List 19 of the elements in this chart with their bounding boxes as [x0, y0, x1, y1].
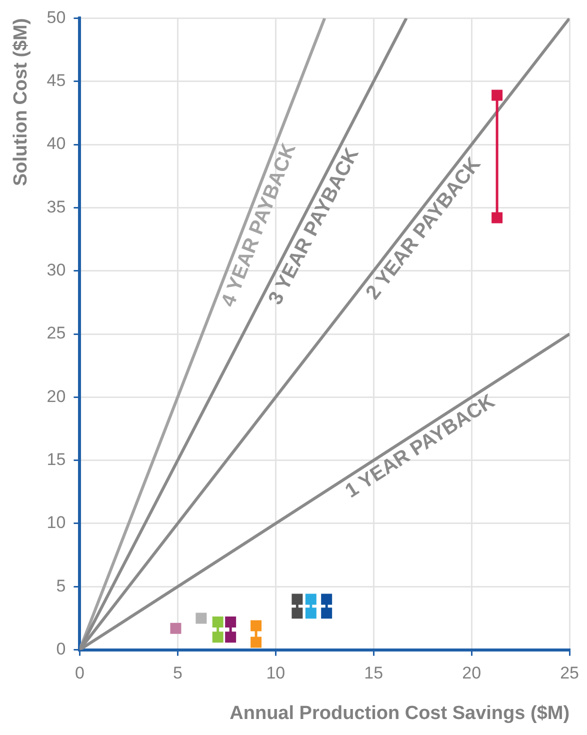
y-tick-label: 45	[46, 71, 66, 90]
x-axis-title: Annual Production Cost Savings ($M)	[230, 702, 570, 724]
y-tick-label: 20	[46, 386, 66, 406]
y-tick-label: 25	[46, 324, 66, 343]
y-tick-label: 35	[46, 197, 66, 216]
y-tick-label: 50	[46, 8, 66, 27]
y-tick-label: 5	[56, 576, 66, 596]
y-axis-title: Solution Cost ($M)	[10, 18, 32, 186]
x-tick-label: 10	[266, 664, 286, 683]
y-tick-label: 10	[46, 513, 66, 532]
y-tick-label: 0	[56, 639, 66, 658]
x-tick-label: 5	[172, 664, 182, 683]
x-tick-label: 20	[462, 664, 482, 683]
x-tick-label: 0	[74, 664, 84, 683]
x-tick-label: 15	[364, 664, 384, 683]
y-tick-label: 30	[46, 260, 66, 280]
x-tick-label: 25	[560, 664, 580, 683]
y-tick-label: 40	[46, 134, 66, 154]
y-tick-label: 15	[46, 450, 66, 470]
